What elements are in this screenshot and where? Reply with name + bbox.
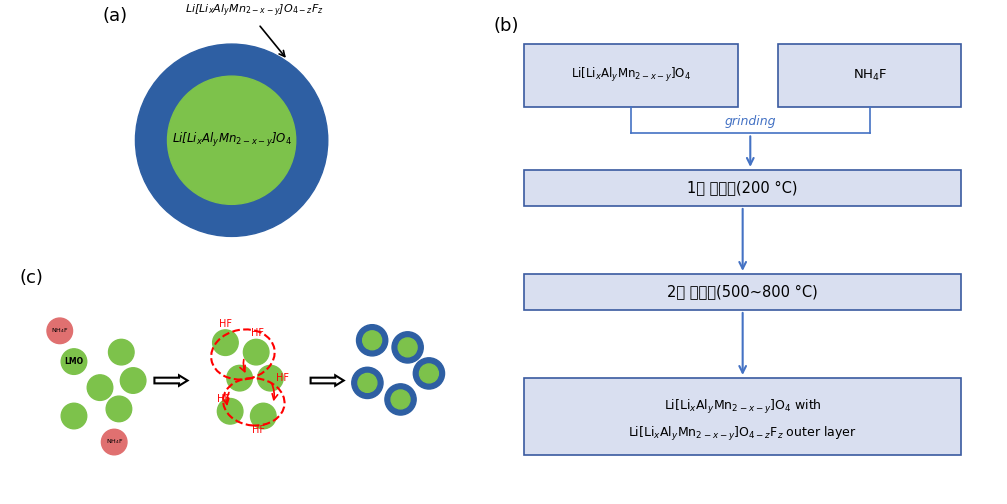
Circle shape [47,318,73,344]
Text: (c): (c) [19,269,43,287]
FancyArrow shape [154,375,187,386]
Text: NH$_4$F: NH$_4$F [853,68,887,83]
Text: HF: HF [276,373,289,383]
Circle shape [413,358,444,389]
Circle shape [136,44,327,236]
Circle shape [61,403,87,429]
Text: (a): (a) [102,7,127,25]
Text: HF: HF [219,319,232,329]
FancyArrow shape [310,375,343,386]
Circle shape [363,331,382,350]
Circle shape [244,339,269,365]
Text: Li[Li$_x$Al$_y$Mn$_{2-x-y}$]O$_4$: Li[Li$_x$Al$_y$Mn$_{2-x-y}$]O$_4$ [571,67,691,84]
Circle shape [167,76,296,204]
Circle shape [121,368,146,393]
Text: Li[Li$_x$Al$_y$Mn$_{2-x-y}$]O$_4$ with: Li[Li$_x$Al$_y$Mn$_{2-x-y}$]O$_4$ with [664,398,822,416]
Text: grinding: grinding [725,114,776,128]
Text: Li[Li$_x$Al$_y$Mn$_{2-x-y}$]O$_{4-z}$F$_z$: Li[Li$_x$Al$_y$Mn$_{2-x-y}$]O$_{4-z}$F$_… [185,3,323,19]
Text: (b): (b) [493,17,519,35]
Text: HF: HF [217,395,230,404]
Text: Li[Li$_x$Al$_y$Mn$_{2-x-y}$]O$_{4-z}$F$_z$ outer layer: Li[Li$_x$Al$_y$Mn$_{2-x-y}$]O$_{4-z}$F$_… [628,424,857,443]
Circle shape [357,373,377,392]
Circle shape [106,396,132,422]
FancyBboxPatch shape [524,274,962,310]
Circle shape [385,384,416,415]
Text: NH$_4$F: NH$_4$F [106,437,123,447]
Circle shape [392,332,423,363]
Text: 1차 열처리(200 °C): 1차 열처리(200 °C) [688,180,798,196]
Text: NH$_4$F: NH$_4$F [51,327,68,335]
Text: LMO: LMO [64,357,84,366]
FancyBboxPatch shape [524,44,737,107]
Circle shape [258,365,283,391]
Circle shape [356,325,388,356]
Circle shape [391,390,410,409]
Circle shape [420,364,438,383]
Circle shape [398,338,417,357]
Circle shape [251,403,276,429]
Circle shape [61,349,87,374]
Circle shape [351,367,383,399]
FancyBboxPatch shape [524,170,962,206]
Text: Li[Li$_x$Al$_y$Mn$_{2-x-y}$]O$_4$: Li[Li$_x$Al$_y$Mn$_{2-x-y}$]O$_4$ [171,131,292,149]
Circle shape [88,375,113,400]
Text: HF: HF [252,425,265,435]
Circle shape [212,330,239,355]
Text: 2차 열처리(500~800 °C): 2차 열처리(500~800 °C) [668,284,818,299]
Text: HF: HF [251,328,264,338]
FancyBboxPatch shape [778,44,962,107]
FancyBboxPatch shape [524,378,962,455]
Circle shape [218,399,243,424]
Circle shape [102,429,127,455]
Circle shape [227,365,253,391]
Circle shape [109,339,134,365]
